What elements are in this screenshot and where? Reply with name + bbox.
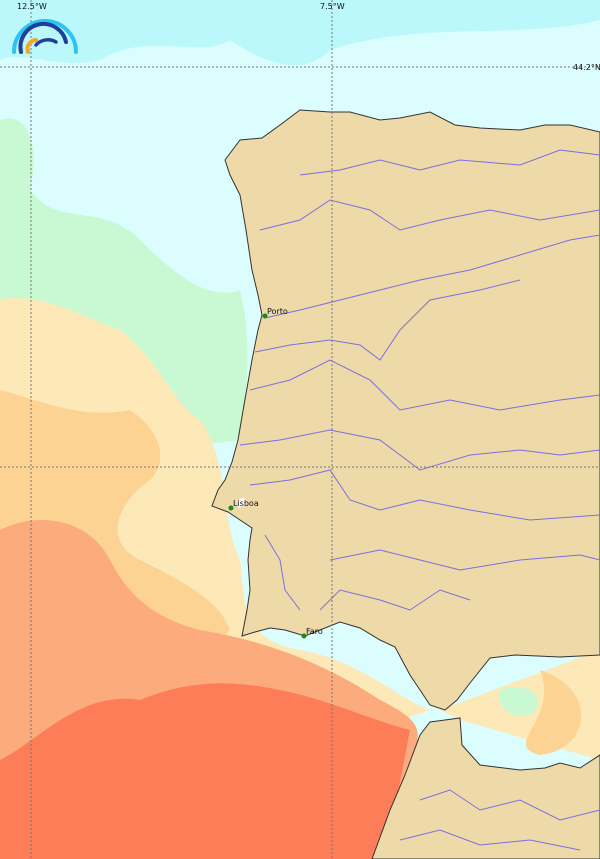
city-label: Lisboa <box>233 499 259 508</box>
lat-label-44-2n: 44.2°N <box>573 63 600 72</box>
city-marker <box>228 505 234 511</box>
rainbow-arcs-logo <box>12 19 78 54</box>
city-porto[interactable]: Porto <box>262 307 288 319</box>
city-marker <box>301 633 307 639</box>
sea-cold <box>0 0 600 66</box>
sea-mediterranean-peach <box>525 670 582 755</box>
city-label: Faro <box>306 627 323 636</box>
sea-red <box>0 683 410 859</box>
lon-label-12-5w: 12.5°W <box>17 2 47 11</box>
rivers <box>239 149 600 851</box>
city-faro[interactable]: Faro <box>301 627 323 639</box>
land-iberia <box>211 109 600 711</box>
tagus-estuary <box>238 497 246 508</box>
sea-mediterranean-mint <box>499 687 539 716</box>
lon-label-7-5w: 7.5°W <box>320 2 345 11</box>
city-lisboa[interactable]: Lisboa <box>228 497 259 511</box>
city-label: Porto <box>267 307 288 316</box>
land-africa <box>371 717 600 859</box>
city-marker <box>262 313 268 319</box>
